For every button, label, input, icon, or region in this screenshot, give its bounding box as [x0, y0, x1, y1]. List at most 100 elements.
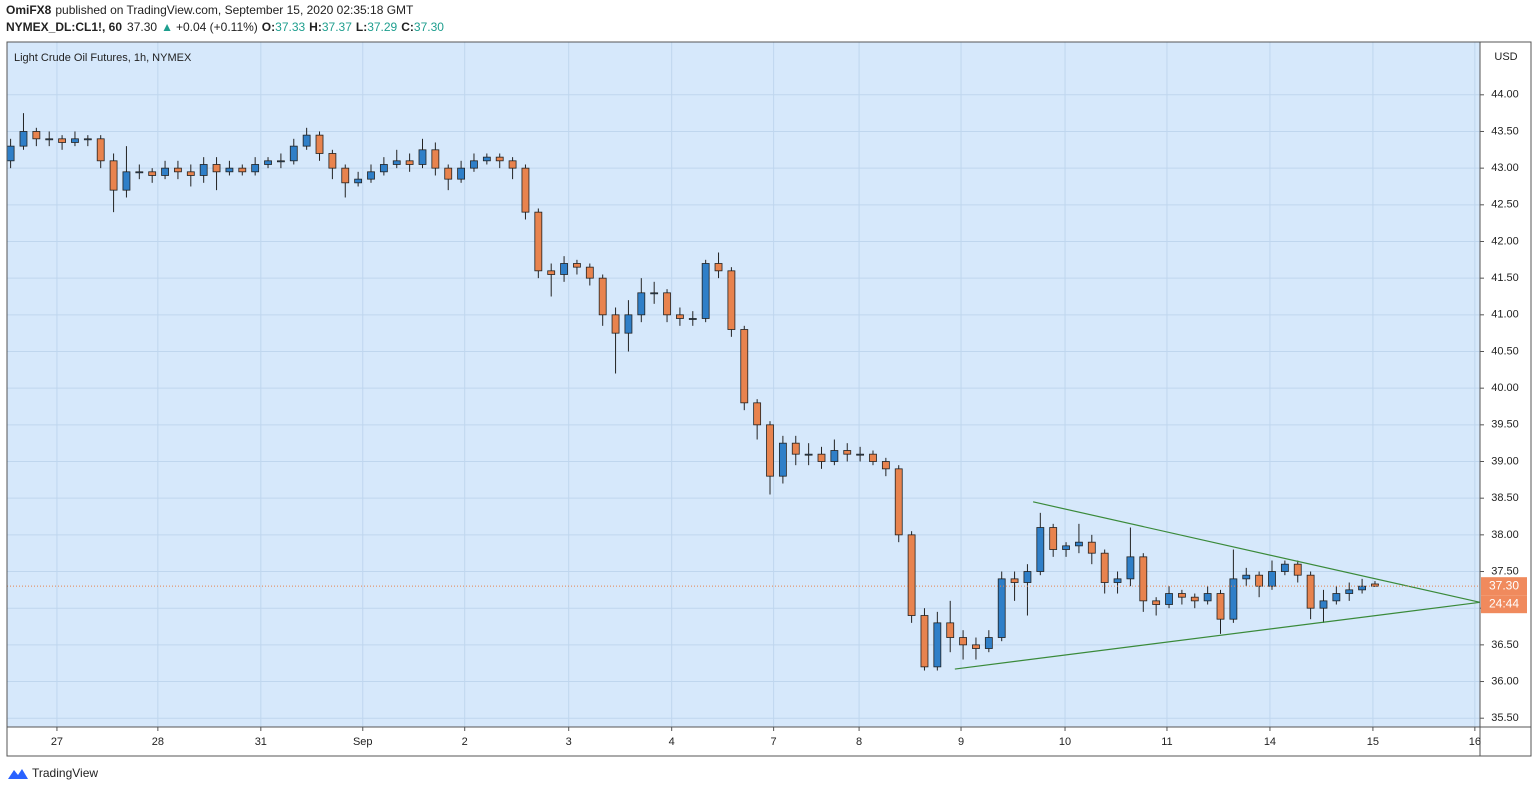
x-tick-label: 10 [1059, 736, 1071, 748]
candle-body [135, 171, 144, 174]
y-tick-label: 38.00 [1491, 529, 1519, 541]
candle-body [238, 167, 247, 173]
x-tick-label: 11 [1161, 736, 1172, 748]
candle-body [778, 442, 787, 477]
y-tick-label: 41.50 [1491, 272, 1519, 284]
candle-body [418, 149, 427, 165]
candle-body [32, 131, 41, 140]
candle-body [302, 134, 311, 147]
candle-body [1190, 596, 1199, 602]
x-tick-label: 28 [152, 736, 164, 748]
candle-body [470, 160, 478, 169]
candle-body [946, 622, 955, 638]
x-tick-label: 9 [958, 736, 964, 748]
candle-body [405, 160, 414, 165]
candle-body [1293, 563, 1302, 576]
candle-body [1255, 574, 1264, 587]
candle-body [972, 644, 980, 649]
x-tick-label: 14 [1264, 736, 1276, 748]
published: published on TradingView.com, September … [55, 3, 414, 17]
last: 37.30 [127, 20, 157, 34]
candle-body [45, 138, 54, 141]
candle-body [19, 131, 28, 147]
candle-body [676, 314, 684, 319]
candle-body [573, 263, 581, 268]
brand: TradingView [8, 766, 98, 780]
y-tick-label: 39.00 [1491, 455, 1519, 467]
candle-body [650, 292, 659, 295]
candle-body [264, 160, 272, 165]
candle-body [701, 263, 710, 319]
y-tick-label: 35.50 [1491, 712, 1519, 724]
x-tick-label: 27 [51, 736, 63, 748]
last-price-box [1481, 577, 1527, 596]
candle-body [1152, 600, 1161, 605]
candle-body [122, 171, 131, 191]
symbol: NYMEX_DL:CL1!, 60 [6, 20, 122, 34]
y-tick-label: 40.50 [1491, 345, 1519, 357]
candle-body [1036, 527, 1045, 572]
header-line: OmiFX8 published on TradingView.com, Sept… [6, 3, 414, 17]
author: OmiFX8 [6, 3, 52, 17]
candle-body [71, 138, 79, 143]
candle-body [1049, 527, 1058, 550]
candle-body [637, 292, 646, 316]
candle-body [624, 314, 633, 334]
ohlc-value: 37.29 [367, 20, 397, 34]
candle-body [521, 167, 530, 213]
candle-body [199, 164, 208, 176]
candle-body [186, 171, 195, 176]
candle-body [1075, 541, 1083, 547]
ohlc-value: 37.30 [414, 20, 444, 34]
brand-name: TradingView [32, 766, 98, 780]
candle-body [894, 468, 903, 536]
y-tick-label: 41.00 [1491, 309, 1519, 321]
candle-body [1268, 571, 1276, 587]
candle-body [1306, 574, 1315, 609]
candle-body [1177, 593, 1186, 598]
ohlc-label: O: [262, 20, 275, 34]
x-tick-label: 8 [856, 736, 862, 748]
x-tick-label: 31 [255, 736, 267, 748]
candle-body [907, 534, 916, 616]
candle-body [1087, 541, 1096, 554]
candle-body [161, 167, 169, 176]
candle-body [984, 637, 993, 649]
candle-body [534, 211, 543, 272]
candle-body [96, 138, 105, 162]
change: +0.04 (+0.11%) [176, 20, 258, 34]
candle-body [920, 615, 929, 668]
legend-title: Light Crude Oil Futures, 1h, NYMEX [14, 52, 192, 64]
x-tick-label: 4 [669, 736, 675, 748]
candle-body [688, 318, 697, 320]
candle-body [753, 402, 762, 426]
candle-body [1062, 545, 1070, 550]
candle-body [959, 637, 967, 646]
candle-body [109, 160, 118, 191]
candle-body [495, 156, 504, 162]
candle-body [328, 153, 337, 169]
candle-body [817, 453, 826, 462]
candle-body [1345, 589, 1354, 594]
candle-body [354, 178, 363, 184]
candle-body [225, 167, 234, 173]
y-tick-label: 43.50 [1491, 125, 1519, 137]
trendline [954, 601, 1481, 670]
candle-body [804, 453, 813, 456]
y-tick-label: 40.00 [1491, 382, 1519, 394]
candle-body [431, 149, 440, 169]
ohlc-value: 37.37 [322, 20, 352, 34]
x-tick-label: 3 [566, 736, 572, 748]
axis-unit: USD [1494, 51, 1517, 63]
candle-body [1100, 552, 1109, 583]
y-tick-label: 37.50 [1491, 565, 1519, 577]
ohlc-label: L: [356, 20, 367, 34]
candle-body [289, 145, 298, 162]
x-tick-label: 15 [1367, 736, 1379, 748]
candle-body [869, 453, 877, 462]
candle-body [367, 171, 375, 180]
candle-body [547, 270, 556, 275]
candle-body [251, 164, 260, 173]
candle-body [1280, 563, 1289, 572]
